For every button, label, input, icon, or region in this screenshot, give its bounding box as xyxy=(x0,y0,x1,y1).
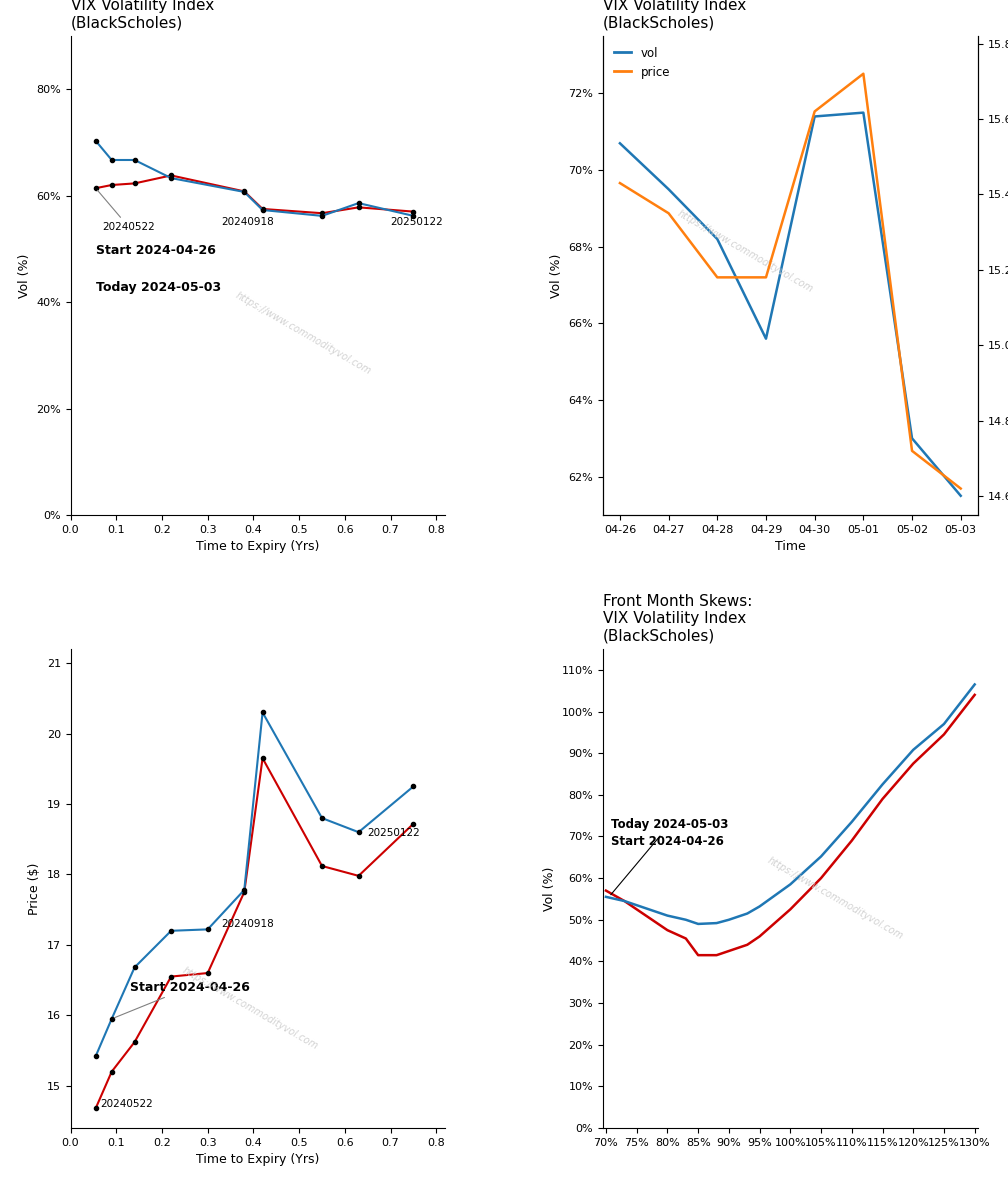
Y-axis label: Vol (%): Vol (%) xyxy=(549,253,562,298)
X-axis label: Time to Expiry (Yrs): Time to Expiry (Yrs) xyxy=(197,1153,320,1166)
Text: 20240918: 20240918 xyxy=(222,919,274,929)
Text: Termstructure Evolution:
VIX Volatility Index
(BlackScholes): Termstructure Evolution: VIX Volatility … xyxy=(71,0,259,31)
Y-axis label: Vol (%): Vol (%) xyxy=(543,866,556,911)
Text: https://www.commodityvol.com: https://www.commodityvol.com xyxy=(766,856,905,941)
X-axis label: Time: Time xyxy=(775,540,805,553)
Text: Front Month Skews:
VIX Volatility Index
(BlackScholes): Front Month Skews: VIX Volatility Index … xyxy=(603,594,752,643)
Text: https://www.commodityvol.com: https://www.commodityvol.com xyxy=(234,290,373,376)
Text: 20240522: 20240522 xyxy=(100,1099,153,1109)
Text: 20240522: 20240522 xyxy=(98,191,155,233)
Text: 20250122: 20250122 xyxy=(390,217,444,227)
X-axis label: Time to Expiry (Yrs): Time to Expiry (Yrs) xyxy=(197,540,320,553)
Text: Start 2024-04-26: Start 2024-04-26 xyxy=(114,980,250,1018)
Text: Start 2024-04-26: Start 2024-04-26 xyxy=(611,835,724,847)
Text: Start 2024-04-26: Start 2024-04-26 xyxy=(96,244,216,257)
Text: https://www.commodityvol.com: https://www.commodityvol.com xyxy=(180,965,321,1051)
Text: Front Month Dynamics:
VIX Volatility Index
(BlackScholes): Front Month Dynamics: VIX Volatility Ind… xyxy=(603,0,779,31)
Text: Today 2024-05-03: Today 2024-05-03 xyxy=(96,282,221,294)
Y-axis label: Vol (%): Vol (%) xyxy=(17,253,30,298)
Y-axis label: Price ($): Price ($) xyxy=(28,863,41,914)
Text: 20240918: 20240918 xyxy=(222,217,274,227)
Legend: vol, price: vol, price xyxy=(609,42,675,83)
Text: Today 2024-05-03: Today 2024-05-03 xyxy=(611,818,728,895)
Text: https://www.commodityvol.com: https://www.commodityvol.com xyxy=(675,209,814,295)
Text: 20250122: 20250122 xyxy=(368,828,420,838)
